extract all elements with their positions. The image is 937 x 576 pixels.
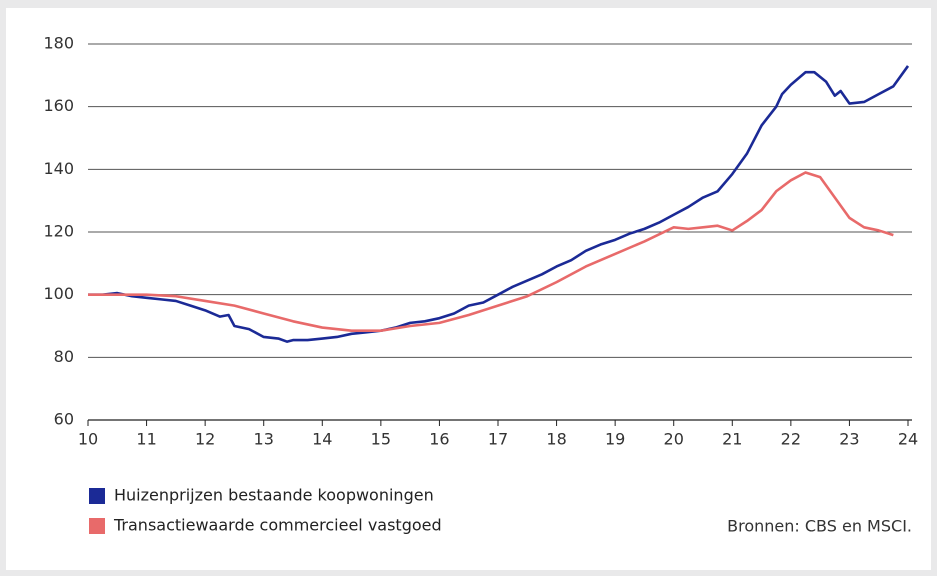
x-tick-label: 13 — [254, 430, 274, 449]
x-tick-label: 19 — [605, 430, 625, 449]
x-tick-label: 16 — [429, 430, 449, 449]
x-tick-label: 24 — [898, 430, 918, 449]
x-tick-label: 12 — [195, 430, 215, 449]
legend-swatch — [89, 488, 105, 504]
legend-swatch — [89, 518, 105, 534]
x-tick-label: 18 — [546, 430, 566, 449]
legend: Huizenprijzen bestaande koopwoningen Tran… — [89, 486, 442, 535]
line-series — [88, 65, 910, 343]
x-tick-label: 22 — [781, 430, 801, 449]
y-tick-label: 160 — [43, 96, 74, 115]
y-tick-label: 140 — [43, 159, 74, 178]
y-tick-label: 100 — [43, 284, 74, 303]
y-tick-label: 120 — [43, 222, 74, 241]
x-tick-label: 21 — [722, 430, 742, 449]
line-series — [88, 171, 894, 332]
x-tick-label: 15 — [371, 430, 391, 449]
y-tick-label: 180 — [43, 34, 74, 53]
x-tick-label: 23 — [839, 430, 859, 449]
x-tick-label: 20 — [664, 430, 684, 449]
legend-label: Huizenprijzen bestaande koopwoningen — [114, 486, 434, 505]
source: Bronnen: CBS en MSCI. — [727, 517, 912, 536]
x-tick-label: 17 — [488, 430, 508, 449]
card — [6, 8, 931, 570]
y-tick-label: 80 — [54, 347, 74, 366]
legend-label: Transactiewaarde commercieel vastgoed — [113, 516, 442, 535]
x-tick-label: 10 — [78, 430, 98, 449]
x-tick-label: 11 — [136, 430, 156, 449]
y-tick-label: 60 — [54, 410, 74, 429]
x-tick-label: 14 — [312, 430, 332, 449]
